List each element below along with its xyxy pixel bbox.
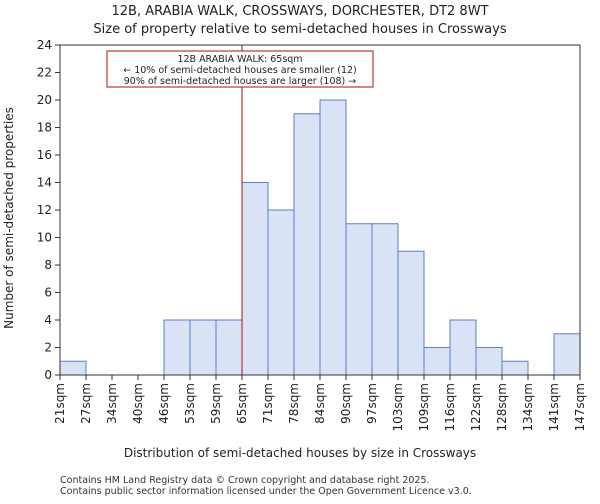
- y-tick-label: 20: [37, 93, 52, 107]
- bar-78sqm: [293, 113, 321, 376]
- x-tick-label: 141sqm: [547, 383, 561, 431]
- bar-141sqm: [553, 333, 581, 376]
- x-tick-label: 90sqm: [339, 383, 353, 424]
- x-tick-label: 147sqm: [573, 383, 587, 431]
- y-tick-label: 6: [44, 286, 52, 300]
- bar-59sqm: [215, 319, 243, 376]
- x-tick-label: 59sqm: [209, 383, 223, 424]
- x-tick-label: 128sqm: [495, 383, 509, 431]
- x-tick-label: 78sqm: [287, 383, 301, 424]
- x-axis-ticks: 21sqm 27sqm 34sqm 40sqm 46sqm 53sqm 59sqm 65sqm…: [53, 375, 587, 431]
- bar-128sqm: [501, 360, 529, 376]
- y-tick-label: 22: [37, 66, 52, 80]
- x-tick-label: 134sqm: [521, 383, 535, 431]
- bar-71sqm: [267, 209, 295, 376]
- x-tick-label: 21sqm: [53, 383, 67, 424]
- y-tick-label: 4: [44, 313, 52, 327]
- x-tick-label: 97sqm: [365, 383, 379, 424]
- footer-line-2: Contains public sector information licen…: [60, 486, 472, 497]
- annotation-line-3: 90% of semi-detached houses are larger (…: [124, 76, 357, 87]
- y-tick-label: 0: [44, 368, 52, 382]
- y-tick-label: 18: [37, 121, 52, 135]
- annotation-line-1: 12B ARABIA WALK: 65sqm: [177, 54, 302, 65]
- annotation-border: [106, 50, 374, 88]
- y-tick-label: 10: [37, 231, 52, 245]
- bar-21sqm: [59, 360, 87, 376]
- annotation-box: 12B ARABIA WALK: 65sqm ← 10% of semi-det…: [106, 50, 374, 88]
- x-tick-label: 84sqm: [313, 383, 327, 424]
- x-axis-label: Distribution of semi-detached houses by …: [124, 446, 476, 460]
- x-tick-label: 40sqm: [131, 383, 145, 424]
- bar-122sqm: [475, 347, 503, 376]
- bar-65sqm: [241, 182, 269, 376]
- bar-53sqm: [189, 319, 217, 376]
- plot-frame: [59, 44, 581, 376]
- x-tick-label: 116sqm: [443, 383, 457, 431]
- bars-group: [59, 99, 581, 376]
- footer-line-1: Contains HM Land Registry data © Crown c…: [60, 475, 430, 486]
- y-tick-label: 8: [44, 258, 52, 272]
- annotation-line-2: ← 10% of semi-detached houses are smalle…: [123, 65, 357, 76]
- chart-title: 12B, ARABIA WALK, CROSSWAYS, DORCHESTER,…: [111, 4, 488, 19]
- x-tick-label: 27sqm: [79, 383, 93, 424]
- chart-subtitle: Size of property relative to semi-detach…: [93, 22, 506, 37]
- bar-109sqm: [423, 347, 451, 376]
- bar-90sqm: [345, 223, 373, 376]
- y-tick-label: 2: [44, 341, 52, 355]
- y-tick-label: 12: [37, 203, 52, 217]
- y-axis-label: Number of semi-detached properties: [2, 107, 16, 329]
- bar-84sqm: [319, 99, 347, 376]
- y-tick-label: 16: [37, 148, 52, 162]
- x-tick-label: 46sqm: [157, 383, 171, 424]
- x-tick-label: 71sqm: [261, 383, 275, 424]
- x-tick-label: 103sqm: [391, 383, 405, 431]
- bar-103sqm: [397, 250, 425, 376]
- bar-46sqm: [163, 319, 191, 376]
- x-tick-label: 34sqm: [105, 383, 119, 424]
- x-tick-label: 109sqm: [417, 383, 431, 431]
- bar-116sqm: [449, 319, 477, 376]
- y-tick-label: 24: [37, 38, 52, 52]
- y-tick-label: 14: [37, 176, 52, 190]
- x-tick-label: 65sqm: [235, 383, 249, 424]
- x-tick-label: 53sqm: [183, 383, 197, 424]
- bar-97sqm: [371, 223, 399, 376]
- x-tick-label: 122sqm: [469, 383, 483, 431]
